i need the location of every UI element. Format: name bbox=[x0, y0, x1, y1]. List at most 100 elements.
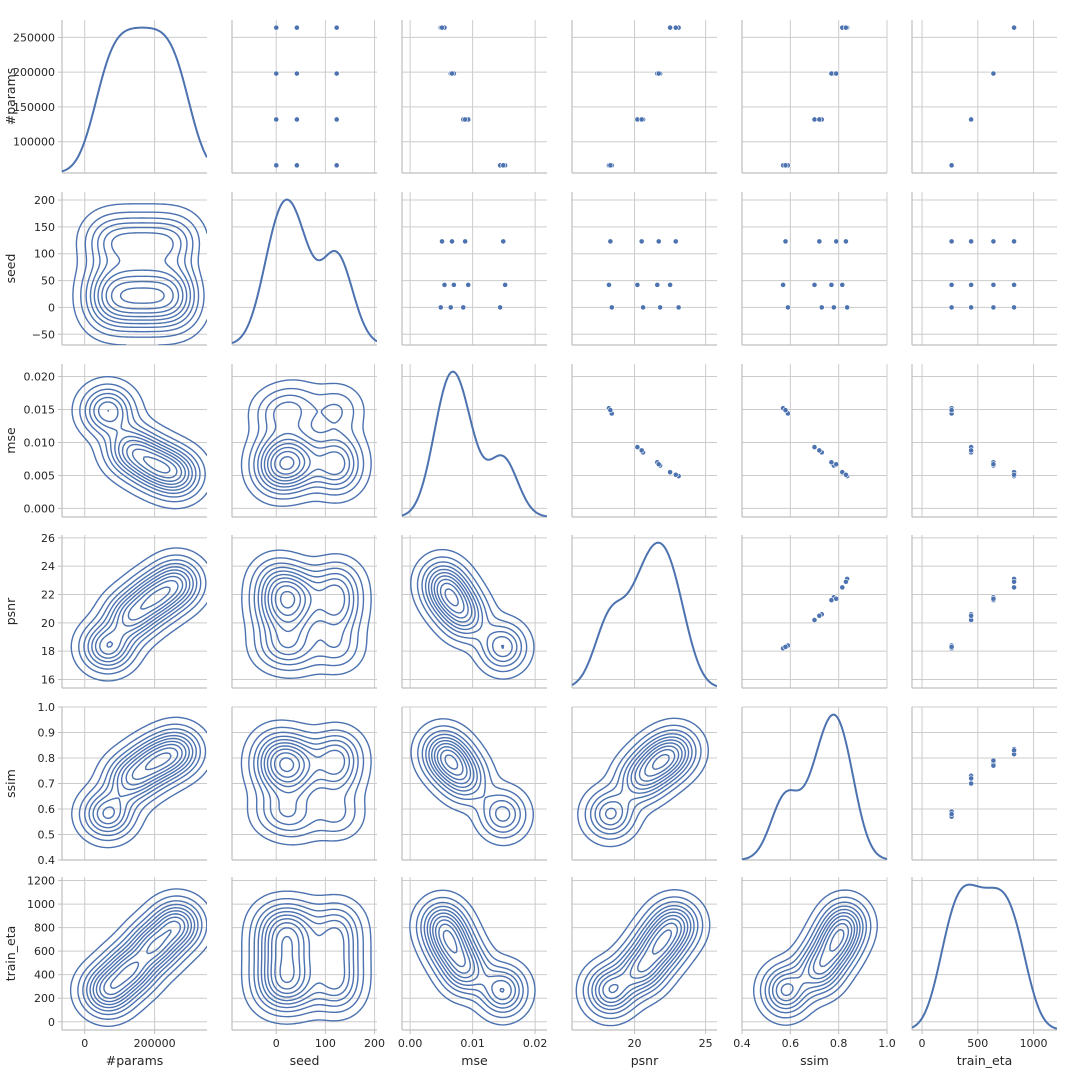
panel-seed-vs-params: −50 0 50 100 150 200 bbox=[32, 192, 207, 346]
scatter-point bbox=[968, 780, 975, 787]
y-tick-label: 0.6 bbox=[38, 803, 56, 816]
scatter-point bbox=[828, 597, 835, 604]
y-tick-label: 100000 bbox=[13, 136, 55, 149]
x-tick-label: 0 bbox=[273, 1037, 280, 1050]
kde-contour bbox=[439, 749, 464, 776]
scatter-point bbox=[990, 304, 997, 311]
axis-labels: #params seed mse psnr ssim train_eta #params se… bbox=[3, 68, 1012, 1068]
scatter-point bbox=[293, 24, 300, 31]
kde-contour bbox=[92, 734, 194, 829]
kde-contour bbox=[257, 401, 355, 491]
kde-contour bbox=[88, 731, 197, 833]
kde-contour bbox=[99, 916, 186, 1000]
scatter-point bbox=[447, 304, 454, 311]
kde-contour bbox=[444, 754, 459, 770]
scatter-point bbox=[828, 281, 835, 288]
x-tick-label: 0.6 bbox=[782, 1037, 800, 1050]
scatter-point bbox=[816, 447, 823, 454]
kde-contour bbox=[105, 275, 180, 314]
scatter-point bbox=[968, 304, 975, 311]
panel-mse-vs-train-eta bbox=[911, 364, 1057, 518]
y-tick-label: 200 bbox=[34, 992, 55, 1005]
kde-contour bbox=[89, 222, 195, 329]
panel-ssim-vs-params: 0.4 0.5 0.6 0.7 0.8 0.9 1.0 bbox=[38, 701, 207, 867]
scatter-point bbox=[273, 24, 280, 31]
scatter-point bbox=[449, 70, 455, 77]
kde-contour bbox=[248, 557, 365, 672]
y-tick-label: 0.9 bbox=[38, 727, 56, 740]
scatter-point bbox=[667, 24, 673, 31]
kde-contour bbox=[253, 903, 359, 1013]
kde-contour bbox=[604, 739, 686, 820]
scatter-point bbox=[273, 116, 280, 123]
kde-contour bbox=[89, 392, 197, 495]
scatter-point bbox=[460, 304, 467, 311]
panel-mse-vs-params: 0.000 0.005 0.010 0.015 0.020 bbox=[24, 364, 207, 518]
kde-contour bbox=[651, 753, 670, 770]
panel-seed-vs-train-eta bbox=[911, 192, 1057, 346]
panel-marks bbox=[273, 24, 340, 169]
y-tick-label: 600 bbox=[34, 945, 55, 958]
panel-train-eta-vs-psnr: 20 25 bbox=[571, 877, 717, 1050]
scatter-point bbox=[333, 24, 340, 31]
y-tick-label: 0.020 bbox=[24, 371, 56, 384]
scatter-point bbox=[607, 238, 614, 245]
kde-contour bbox=[96, 737, 190, 825]
scatter-point bbox=[811, 281, 818, 288]
scatter-point bbox=[654, 281, 661, 288]
kde-contour bbox=[261, 570, 351, 656]
scatter-point bbox=[606, 281, 612, 288]
x-axis-label-seed: seed bbox=[290, 1053, 320, 1068]
scatter-point bbox=[833, 461, 840, 468]
kde-contour bbox=[439, 582, 465, 614]
scatter-point bbox=[948, 238, 955, 245]
kde-contour bbox=[436, 745, 468, 781]
y-tick-label: 50 bbox=[41, 275, 55, 288]
x-axis-label-params: #params bbox=[106, 1053, 164, 1068]
kde-contour bbox=[431, 739, 475, 788]
x-tick-label: 0 bbox=[919, 1037, 926, 1050]
scatter-point bbox=[785, 304, 791, 311]
kde-contour bbox=[409, 889, 536, 1026]
panel-marks bbox=[606, 238, 682, 311]
kde-contour bbox=[110, 280, 174, 310]
kde-contour bbox=[584, 724, 702, 840]
panel-params-vs-params: 100000 150000 200000 250000 bbox=[13, 20, 207, 174]
panel-ssim-vs-ssim bbox=[741, 706, 888, 861]
y-axis-label-psnr: psnr bbox=[3, 597, 18, 625]
x-tick-label: 20 bbox=[628, 1037, 642, 1050]
scatter-point bbox=[816, 238, 823, 245]
scatter-point bbox=[990, 281, 997, 288]
panel-marks bbox=[71, 716, 207, 849]
scatter-point bbox=[655, 70, 662, 77]
y-axis-label-train-eta: train_eta bbox=[3, 926, 18, 982]
scatter-point bbox=[839, 281, 846, 288]
kde-contour bbox=[102, 740, 187, 820]
kde-contour bbox=[634, 742, 683, 786]
panel-train-eta-vs-train-eta: 0 500 1000 bbox=[911, 877, 1057, 1050]
scatter-point bbox=[672, 24, 679, 31]
kde-contour bbox=[410, 718, 534, 847]
scatter-point bbox=[780, 281, 786, 288]
kde-contour bbox=[85, 217, 200, 333]
scatter-point bbox=[638, 116, 645, 123]
kde-contour bbox=[591, 904, 695, 1011]
scatter-point bbox=[333, 162, 340, 169]
kde-contour bbox=[279, 590, 296, 609]
kde-contour bbox=[598, 911, 689, 1004]
y-tick-label: 1000 bbox=[27, 898, 55, 911]
scatter-point bbox=[462, 238, 469, 245]
panel-marks bbox=[232, 198, 377, 345]
panel-psnr-vs-train-eta bbox=[911, 535, 1057, 689]
kde-contour bbox=[107, 409, 186, 486]
kde-contour bbox=[274, 927, 301, 990]
kde-contour bbox=[95, 913, 189, 1003]
scatter-point bbox=[839, 584, 846, 591]
scatter-point bbox=[816, 612, 823, 619]
kde-contour bbox=[421, 561, 523, 667]
kde-contour bbox=[71, 375, 207, 510]
panel-ssim-vs-mse bbox=[401, 706, 547, 861]
y-axis-label-ssim: ssim bbox=[3, 769, 18, 798]
x-tick-label: 0.00 bbox=[398, 1037, 423, 1050]
scatter-point bbox=[672, 471, 679, 478]
